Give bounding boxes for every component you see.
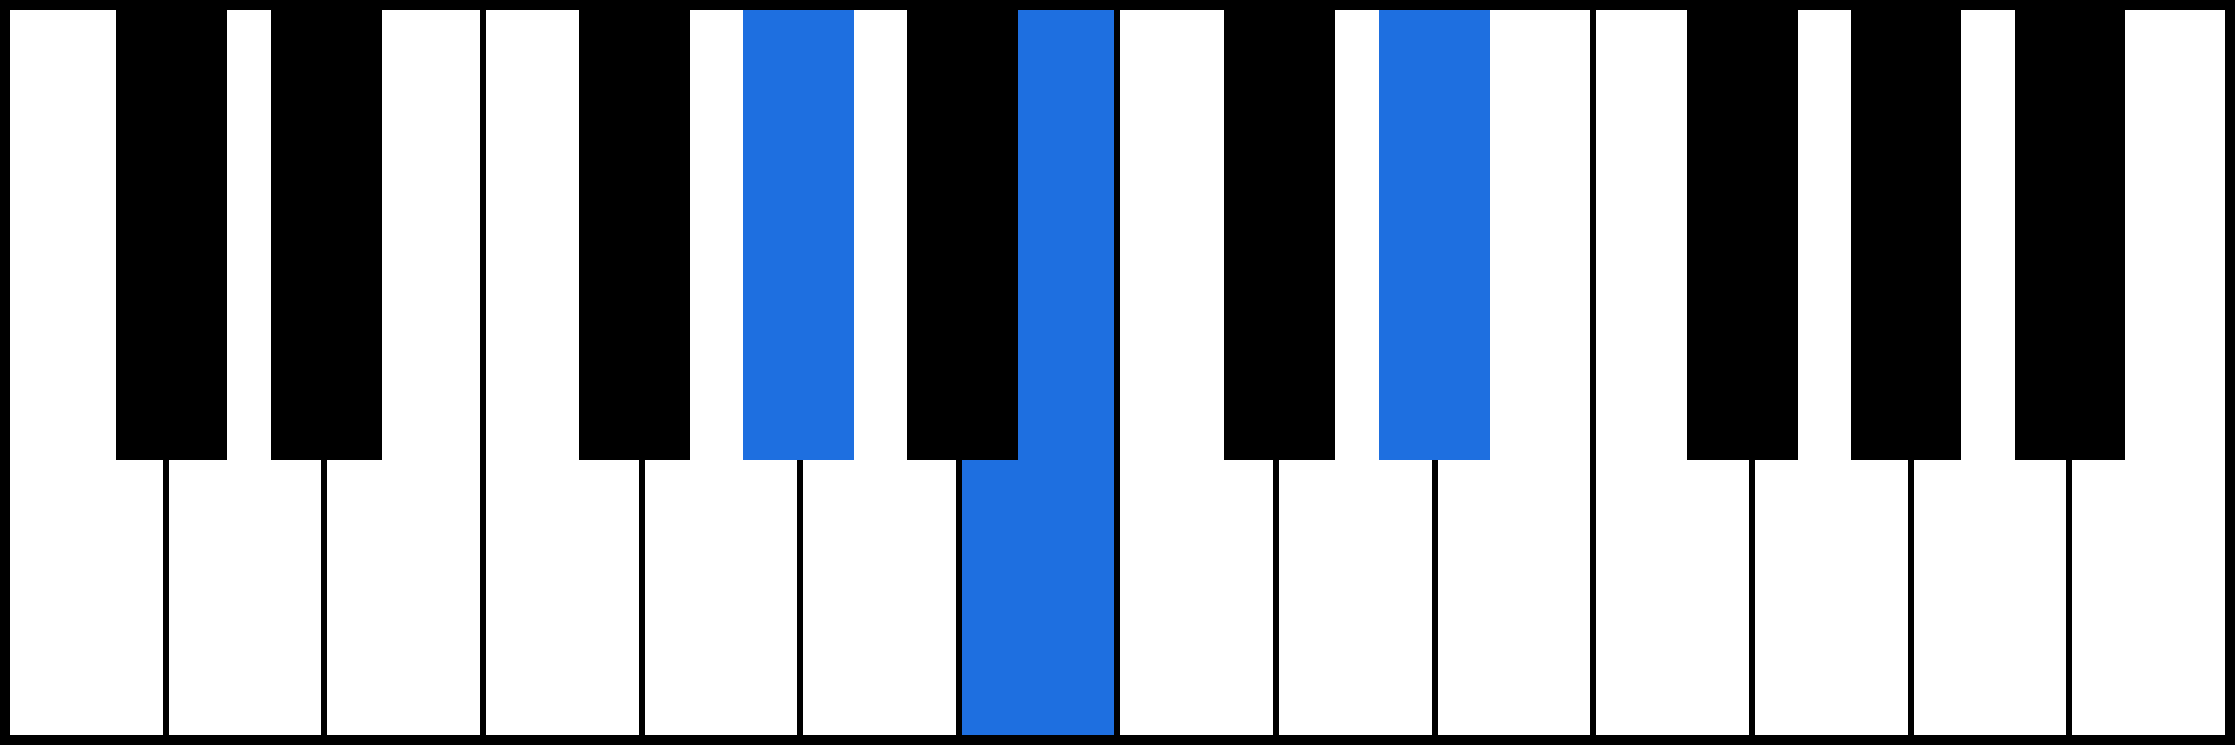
black-key-8 (1851, 10, 1962, 460)
piano-keyboard (0, 0, 2235, 745)
black-key-1 (271, 10, 382, 460)
black-key-0 (116, 10, 227, 460)
black-key-4 (907, 10, 1018, 460)
black-key-6 (1379, 10, 1490, 460)
black-key-9 (2015, 10, 2126, 460)
black-key-5 (1224, 10, 1335, 460)
black-key-2 (579, 10, 690, 460)
black-key-3 (743, 10, 854, 460)
black-key-7 (1687, 10, 1798, 460)
